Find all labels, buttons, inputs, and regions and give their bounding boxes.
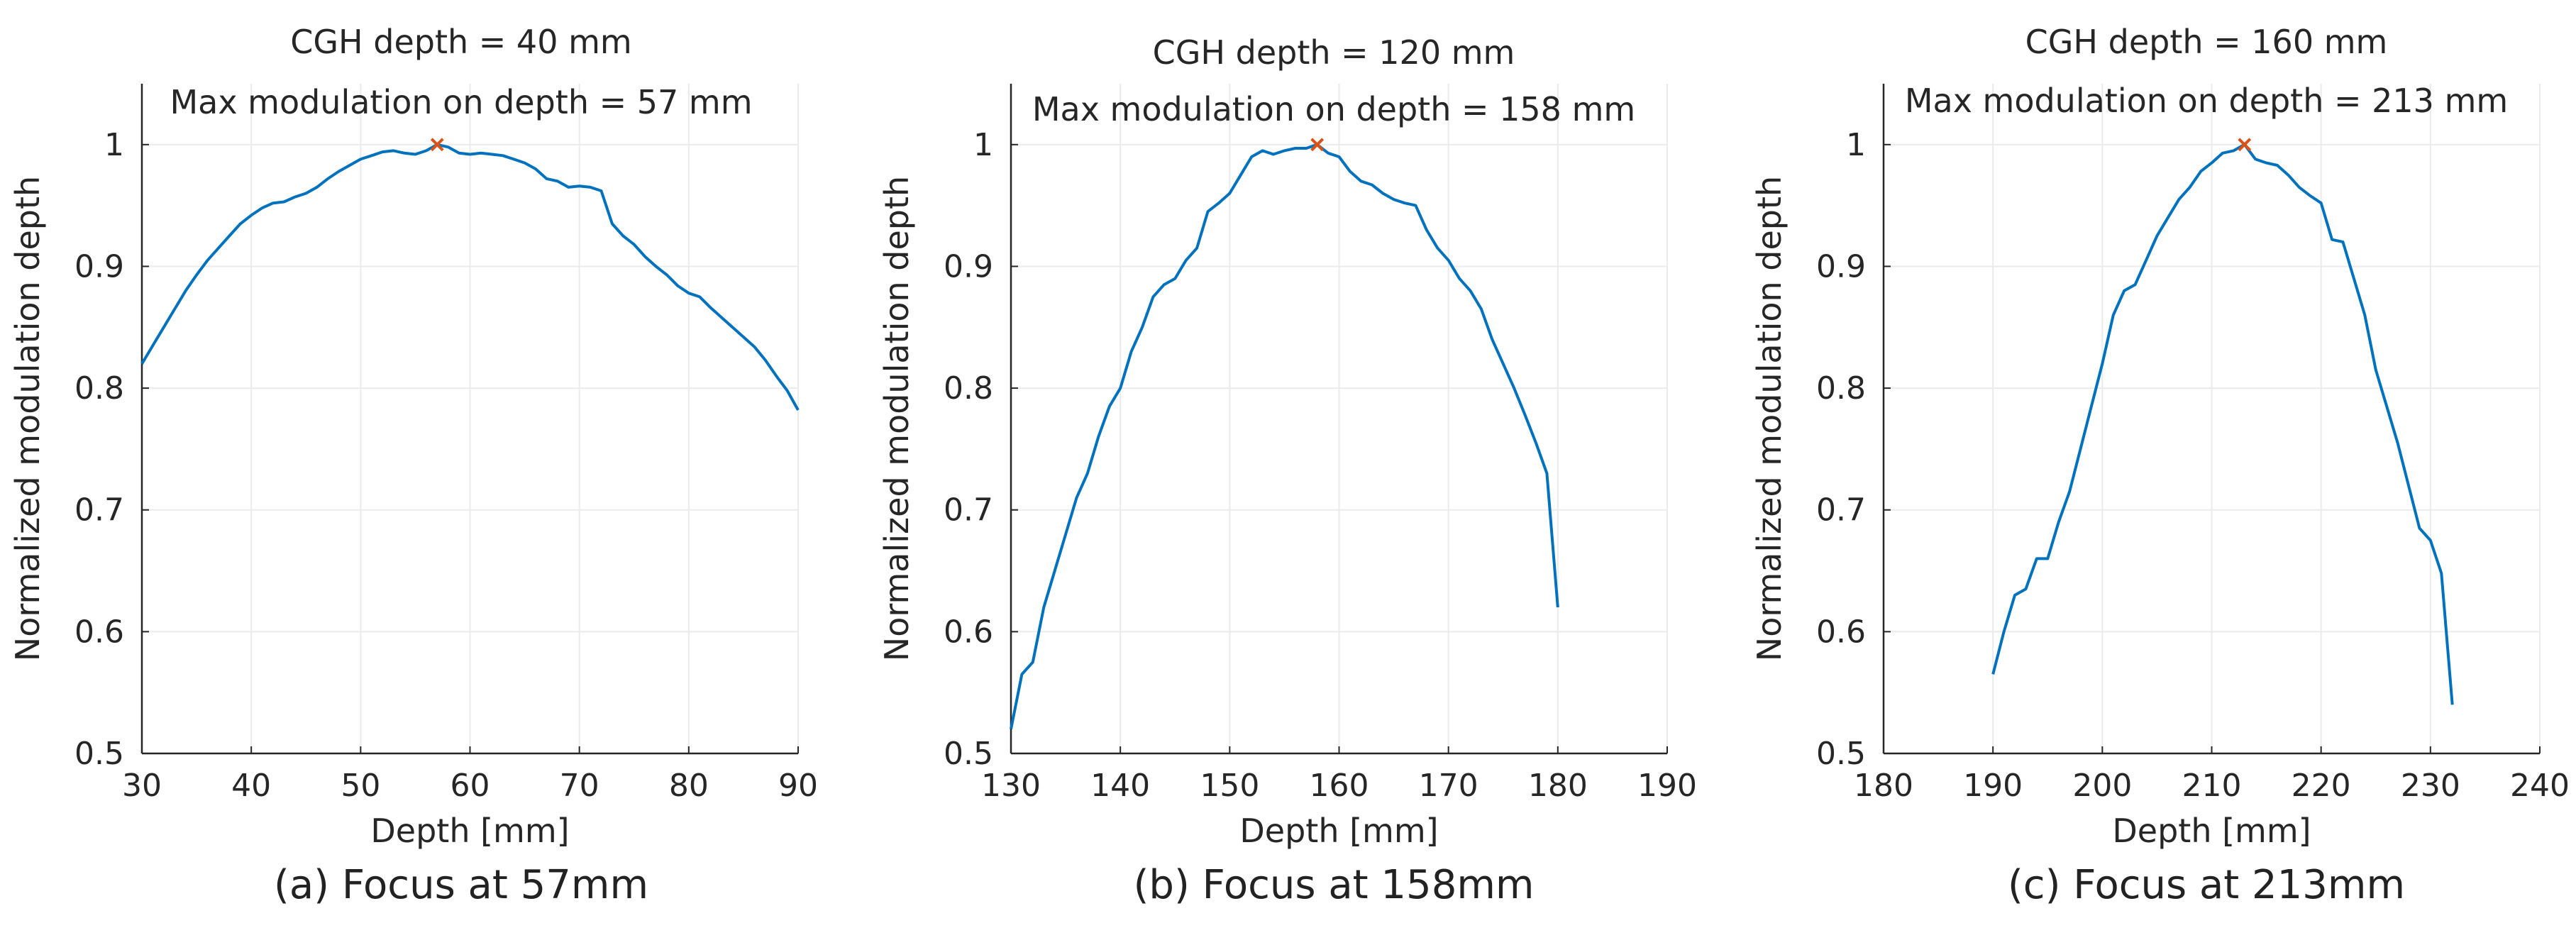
- caption-a: (a) Focus at 57mm: [274, 862, 648, 908]
- max-marker: [1310, 138, 1325, 152]
- x-tick-label: 180: [1528, 768, 1588, 804]
- series-line-modulation: [1991, 143, 2454, 705]
- x-tick-label: 80: [669, 768, 709, 804]
- series-line-modulation: [140, 143, 800, 411]
- y-tick-label: 0.5: [74, 736, 124, 772]
- x-tick-label: 180: [1854, 768, 1913, 804]
- chart-panel-b: 130 140 150 160 170 180 190 0.5 0.6 0.7 0.8 0.9 1 Dep…: [878, 33, 1697, 850]
- y-tick-label: 0.6: [1816, 614, 1866, 650]
- x-tick-label: 130: [981, 768, 1041, 804]
- chart-subtitle: Max modulation on depth = 158 mm: [1032, 90, 1635, 128]
- y-tick-label: 0.7: [944, 492, 993, 529]
- chart-title: CGH depth = 120 mm: [1153, 33, 1515, 72]
- max-marker: [2238, 138, 2252, 152]
- y-tick-label: 0.6: [944, 614, 993, 650]
- x-tick-label: 30: [122, 768, 162, 804]
- x-tick-label: 40: [231, 768, 271, 804]
- x-tick-label: 210: [2182, 768, 2242, 804]
- caption-b: (b) Focus at 158mm: [1133, 862, 1535, 908]
- series-line-modulation: [1010, 143, 1559, 730]
- x-tick-label: 70: [560, 768, 599, 804]
- x-axis-label: Depth [mm]: [370, 812, 569, 850]
- chart-title: CGH depth = 160 mm: [2025, 23, 2388, 61]
- y-tick-label: 0.7: [1816, 492, 1866, 529]
- x-tick-label: 170: [1419, 768, 1478, 804]
- x-tick-label: 240: [2510, 768, 2570, 804]
- y-tick-label: 1: [973, 127, 993, 163]
- y-tick-label: 0.9: [1816, 248, 1866, 284]
- y-tick-label: 0.9: [74, 248, 124, 284]
- y-tick-label: 0.7: [74, 492, 124, 529]
- x-tick-label: 190: [1637, 768, 1697, 804]
- y-axis-label: Normalized modulation depth: [1750, 176, 1789, 661]
- y-tick-label: 0.5: [1816, 736, 1866, 772]
- x-tick-label: 230: [2401, 768, 2460, 804]
- chart-panel-a: 30 40 50 60 70 80 90 0.5 0.6 0.7 0.8 0.9 1 Depth [mm]…: [9, 23, 818, 850]
- y-tick-label: 0.9: [944, 248, 993, 284]
- x-tick-label: 140: [1090, 768, 1150, 804]
- y-tick-label: 0.8: [944, 370, 993, 407]
- y-tick-label: 1: [1846, 127, 1866, 163]
- x-axis-label: Depth [mm]: [2112, 812, 2311, 850]
- x-tick-label: 50: [341, 768, 380, 804]
- y-axis-label: Normalized modulation depth: [9, 176, 47, 661]
- x-tick-label: 200: [2072, 768, 2132, 804]
- chart-subtitle: Max modulation on depth = 213 mm: [1905, 82, 2508, 120]
- x-axis-label: Depth [mm]: [1239, 812, 1438, 850]
- x-tick-label: 150: [1200, 768, 1259, 804]
- x-tick-label: 160: [1310, 768, 1369, 804]
- y-tick-label: 1: [104, 127, 124, 163]
- x-tick-label: 90: [778, 768, 818, 804]
- x-tick-label: 60: [450, 768, 490, 804]
- y-tick-label: 0.8: [1816, 370, 1866, 407]
- y-axis-label: Normalized modulation depth: [878, 176, 916, 661]
- chart-title: CGH depth = 40 mm: [290, 23, 631, 61]
- y-tick-label: 0.6: [74, 614, 124, 650]
- chart-subtitle: Max modulation on depth = 57 mm: [170, 83, 752, 121]
- max-marker: [430, 138, 444, 152]
- y-tick-label: 0.5: [944, 736, 993, 772]
- y-tick-label: 0.8: [74, 370, 124, 407]
- x-tick-label: 190: [1963, 768, 2023, 804]
- x-tick-label: 220: [2292, 768, 2351, 804]
- caption-c: (c) Focus at 213mm: [2007, 862, 2406, 908]
- chart-panel-c: 180 190 200 210 220 230 240 0.5 0.6 0.7 0.8 0.9 1 Dep…: [1750, 23, 2570, 850]
